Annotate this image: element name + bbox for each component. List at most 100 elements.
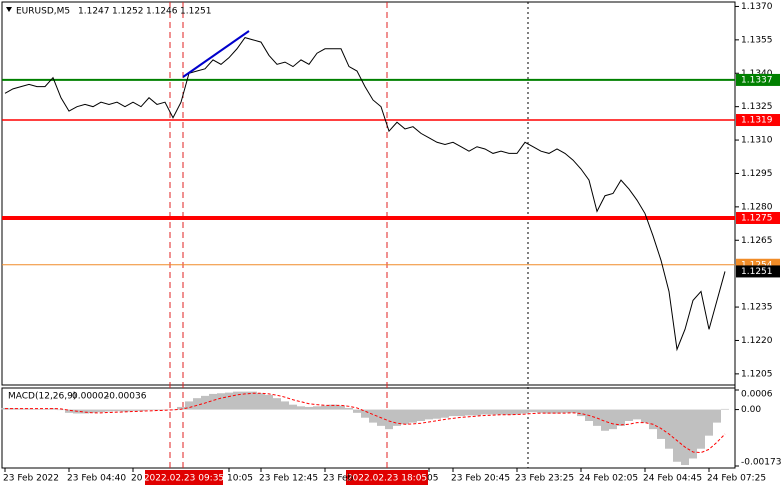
y-tick-label: -0.00173 — [741, 458, 781, 468]
macd-bar — [449, 409, 457, 417]
macd-bar — [257, 393, 265, 410]
macd-bar — [369, 409, 377, 423]
macd-bar — [137, 409, 145, 411]
x-tick-label: 24 Feb 07:25 — [707, 474, 766, 484]
macd-bar — [441, 409, 449, 418]
level-label: 1.1319 — [741, 116, 773, 126]
macd-bar — [217, 393, 225, 410]
macd-bar — [121, 409, 129, 412]
macd-bar — [89, 409, 97, 413]
y-tick-label: 1.1355 — [741, 35, 773, 45]
y-tick-label: 1.1235 — [741, 303, 773, 313]
x-tick-label: 23 Feb 20:45 — [451, 474, 510, 484]
time-marker-box — [346, 470, 428, 485]
macd-bar — [169, 409, 177, 411]
y-tick-label: 1.1205 — [741, 369, 773, 379]
macd-bar — [345, 407, 353, 410]
macd-bar — [425, 409, 433, 420]
macd-bar — [665, 409, 673, 449]
macd-bar — [497, 409, 505, 415]
macd-bar — [329, 404, 337, 410]
macd-bar — [457, 409, 465, 417]
macd-bar — [601, 409, 609, 431]
macd-bar — [233, 391, 241, 410]
macd-bar — [473, 409, 481, 416]
level-label: 1.1337 — [741, 75, 773, 85]
last-price-label: 1.1251 — [741, 267, 773, 277]
macd-bar — [353, 409, 361, 413]
x-tick-label: 23 Feb 12:45 — [259, 474, 318, 484]
macd-bar — [65, 409, 73, 413]
macd-bar — [489, 409, 497, 415]
macd-bar — [593, 409, 601, 426]
macd-bar — [281, 401, 289, 410]
x-tick-label: 23 Feb 04:40 — [67, 474, 126, 484]
macd-bar — [177, 406, 185, 410]
y-tick-label: 0.00 — [741, 405, 761, 415]
macd-bar — [553, 409, 561, 414]
macd-bar — [705, 409, 713, 436]
macd-bar — [393, 409, 401, 426]
level-label-box — [736, 73, 780, 86]
macd-bar — [33, 408, 41, 410]
layout-lines — [169, 2, 529, 468]
macd-bar — [689, 409, 697, 459]
y-tick-label: 1.1325 — [741, 102, 773, 112]
macd-bar — [697, 409, 705, 449]
x-tick-label: 24 Feb 02:05 — [579, 474, 638, 484]
macd-bar — [513, 409, 521, 415]
macd-bar — [57, 409, 65, 411]
macd-bar — [641, 409, 649, 423]
macd-bar — [401, 409, 409, 425]
y-tick-label: 1.1310 — [741, 136, 773, 146]
x-tick-label: 23 Feb — [323, 474, 354, 484]
macd-bar — [521, 409, 529, 414]
macd-bar — [81, 409, 89, 414]
y-tick-label: 1.1295 — [741, 169, 773, 179]
y-tick-label: 1.1265 — [741, 236, 773, 246]
y-tick-label: 1.1340 — [741, 69, 773, 79]
x-tick-label: 23 Feb 2022 — [3, 474, 59, 484]
macd-bar — [385, 409, 393, 430]
macd-bar — [577, 409, 585, 417]
macd-bar — [129, 409, 137, 411]
macd-bar — [537, 409, 545, 413]
last-price-box — [736, 265, 780, 278]
plot — [1, 37, 735, 466]
macd-bar — [505, 409, 513, 415]
y-tick-label: 1.1280 — [741, 202, 773, 212]
macd-bar — [681, 409, 689, 466]
macd-bar — [193, 398, 201, 410]
y-tick-label: 1.1220 — [741, 336, 773, 346]
menu-triangle — [6, 7, 12, 12]
macd-bar — [625, 409, 633, 421]
ohlc-value: 1.1247 — [78, 7, 110, 17]
level-label-box — [736, 114, 780, 127]
macd-bar — [417, 409, 425, 421]
macd-title: MACD(12,26,9) — [8, 392, 76, 402]
macd-value: 0.00002 — [72, 392, 109, 402]
macd-bar — [265, 394, 273, 410]
x-tick-label: 23 Feb 23:25 — [515, 474, 574, 484]
x-tick-label: 24 Feb 04:45 — [643, 474, 702, 484]
macd-bar — [433, 409, 441, 419]
macd-bar — [145, 409, 153, 411]
macd-bar — [97, 409, 105, 413]
macd-bar — [241, 391, 249, 410]
signal-line — [5, 392, 726, 454]
time-marker-label: 2022.02.23 09:35 — [144, 474, 224, 484]
macd-bar — [297, 406, 305, 410]
symbol-title: EURUSD,M5 — [16, 7, 70, 17]
main-pane — [1, 1, 736, 386]
macd-bar — [313, 406, 321, 410]
level-label: 1.1254 — [741, 260, 773, 270]
macd-bar — [225, 392, 233, 410]
macd-bar — [649, 409, 657, 430]
macd-bar — [105, 409, 113, 412]
macd-value: -0.00036 — [106, 392, 147, 402]
macd-bar — [153, 409, 161, 411]
macd-bar — [273, 398, 281, 410]
macd-bar — [673, 409, 681, 462]
x-tick-label: 20 — [131, 474, 143, 484]
macd-bar — [321, 405, 329, 410]
